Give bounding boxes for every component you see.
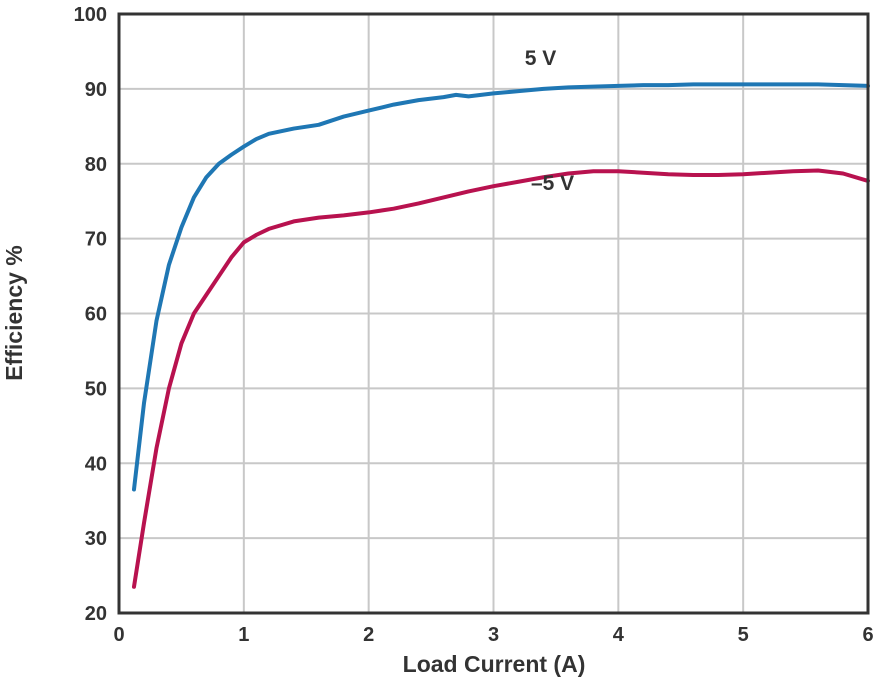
x-tick-label: 1	[238, 624, 249, 646]
x-axis-title: Load Current (A)	[403, 651, 586, 677]
series-curves	[131, 82, 870, 589]
y-tick-label: 70	[85, 229, 107, 251]
grid-lines	[119, 14, 868, 613]
y-tick-label: 30	[85, 528, 107, 550]
x-tick-labels: 0 1 2 3 4 5 6	[113, 624, 873, 646]
y-axis-title: Efficiency %	[1, 245, 27, 381]
y-tick-label: 80	[85, 154, 107, 176]
series-labels: 5 V –5 V	[525, 47, 574, 195]
y-tick-label: 20	[85, 603, 107, 625]
x-tick-label: 5	[738, 624, 749, 646]
series-label-1: –5 V	[531, 172, 574, 195]
y-tick-label: 90	[85, 79, 107, 101]
x-tick-label: 2	[363, 624, 374, 646]
series-line-1	[131, 168, 870, 589]
y-tick-label: 40	[85, 453, 107, 475]
y-tick-labels: 20 30 40 50 60 70 80 90 100	[74, 4, 107, 625]
y-tick-label: 50	[85, 378, 107, 400]
series-line-0	[131, 82, 870, 492]
y-tick-label: 100	[74, 4, 107, 26]
x-tick-label: 0	[113, 624, 124, 646]
series-label-0: 5 V	[525, 47, 557, 70]
plot-frame	[117, 12, 870, 615]
x-tick-label: 6	[862, 624, 873, 646]
x-tick-label: 4	[613, 624, 625, 646]
x-tick-label: 3	[488, 624, 499, 646]
y-tick-label: 60	[85, 304, 107, 326]
